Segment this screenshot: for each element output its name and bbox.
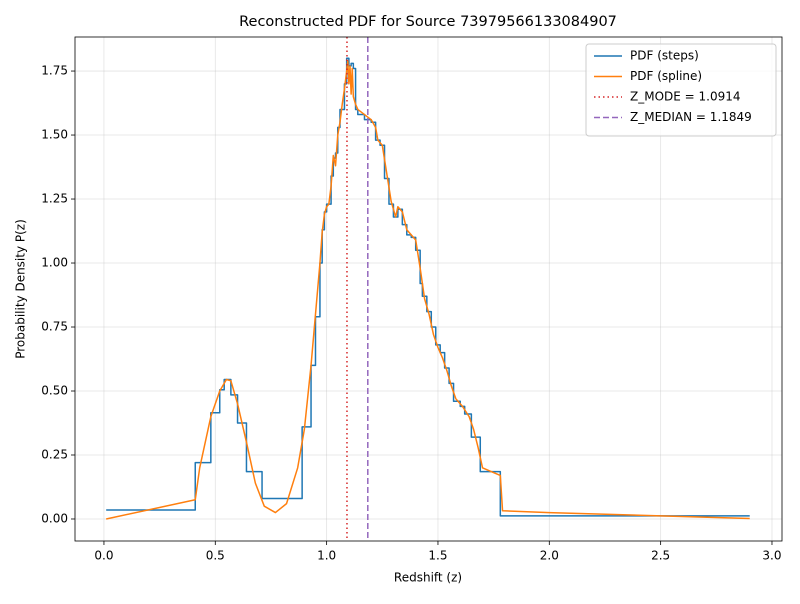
legend-label: Z_MEDIAN = 1.1849 xyxy=(630,110,752,124)
legend-label: PDF (steps) xyxy=(630,49,699,63)
y-tick-label: 0.75 xyxy=(41,320,68,334)
x-tick-label: 1.5 xyxy=(428,549,447,563)
x-axis-label: Redshift (z) xyxy=(394,571,462,585)
y-tick-label: 0.00 xyxy=(41,511,68,525)
x-tick-label: 0.0 xyxy=(94,549,113,563)
series-line xyxy=(106,60,750,520)
y-tick-label: 1.50 xyxy=(41,128,68,142)
x-tick-label: 0.5 xyxy=(206,549,225,563)
axes-frame xyxy=(74,36,783,542)
x-tick-label: 2.0 xyxy=(540,549,559,563)
y-tick-label: 1.75 xyxy=(41,64,68,78)
chart-title: Reconstructed PDF for Source 73979566133… xyxy=(239,14,617,30)
legend-box xyxy=(585,43,777,137)
y-tick-label: 1.00 xyxy=(41,256,68,270)
x-tick-label: 3.0 xyxy=(762,549,781,563)
x-tick-label: 1.0 xyxy=(317,549,336,563)
y-tick-label: 1.25 xyxy=(41,192,68,206)
y-axis-label: Probability Density P(z) xyxy=(14,219,28,359)
legend-label: Z_MODE = 1.0914 xyxy=(630,90,741,104)
legend-label: PDF (spline) xyxy=(630,69,702,83)
y-tick-label: 0.25 xyxy=(41,447,68,461)
x-tick-label: 2.5 xyxy=(651,549,670,563)
y-tick-label: 0.50 xyxy=(41,384,68,398)
